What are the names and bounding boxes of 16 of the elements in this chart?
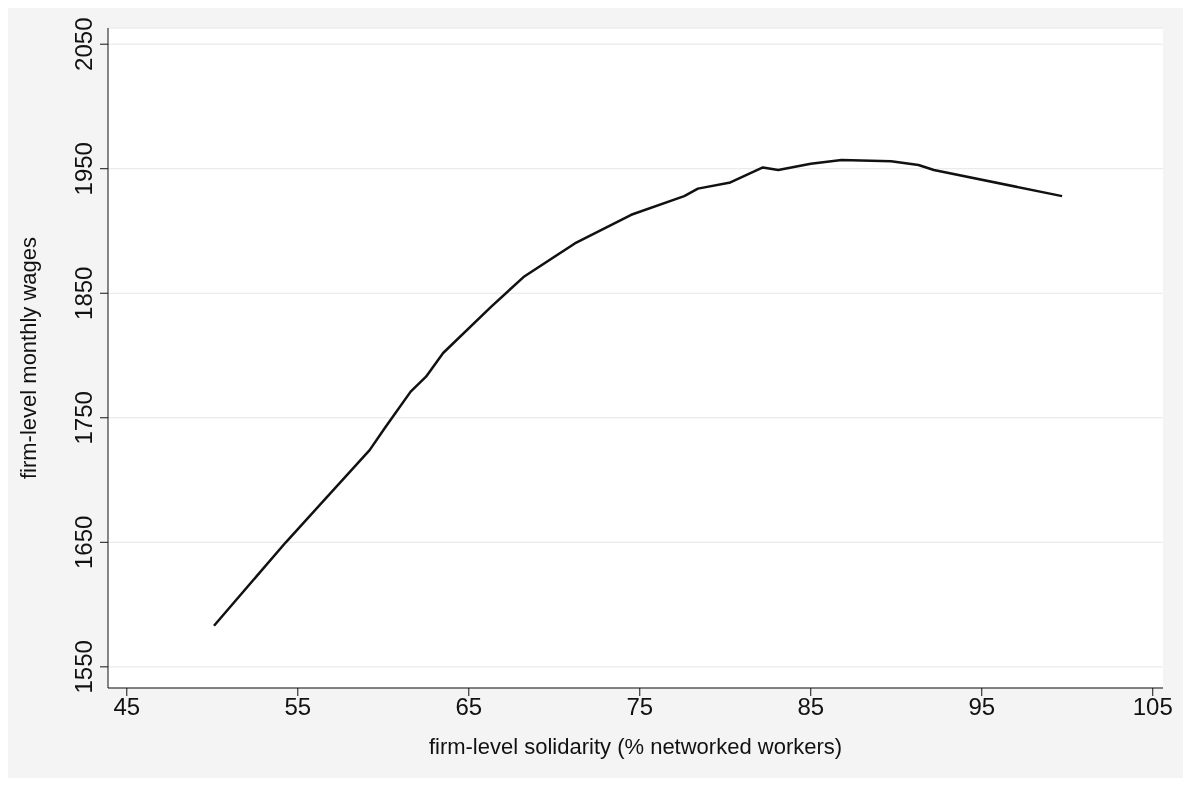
x-tick-label: 65 xyxy=(455,693,483,721)
y-tick-label: 1650 xyxy=(70,515,97,569)
x-tick-label: 95 xyxy=(968,693,996,721)
y-tick-label: 1850 xyxy=(70,266,97,320)
y-tick-label: 2050 xyxy=(70,17,97,71)
x-axis-title: firm-level solidarity (% networked workers) xyxy=(428,734,843,759)
x-tick-label: 45 xyxy=(113,693,141,721)
y-axis-title: firm-level monthly wages xyxy=(15,236,41,480)
y-tick-label: 1550 xyxy=(70,640,97,694)
x-tick-label: 105 xyxy=(1132,693,1173,721)
x-tick-label: 75 xyxy=(626,693,654,721)
y-tick-label: 1750 xyxy=(70,391,97,445)
line-series xyxy=(212,158,1064,627)
y-tick-label: 1950 xyxy=(70,142,97,196)
x-tick-label: 55 xyxy=(284,693,312,721)
x-tick-label: 85 xyxy=(797,693,825,721)
